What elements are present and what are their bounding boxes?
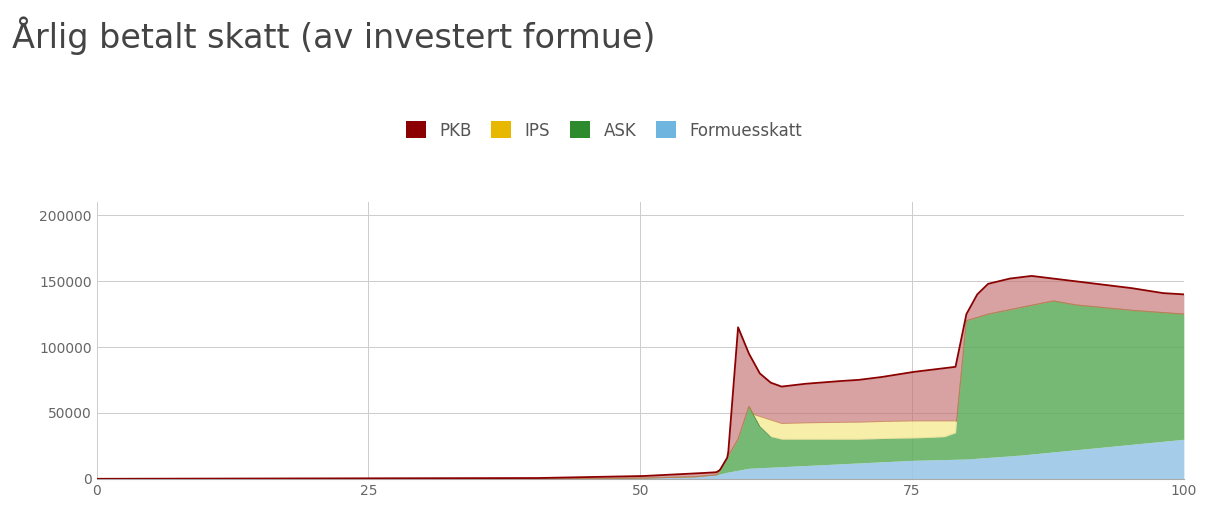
Text: Årlig betalt skatt (av investert formue): Årlig betalt skatt (av investert formue) (12, 16, 656, 55)
Legend: PKB, IPS, ASK, Formuesskatt: PKB, IPS, ASK, Formuesskatt (399, 115, 809, 146)
